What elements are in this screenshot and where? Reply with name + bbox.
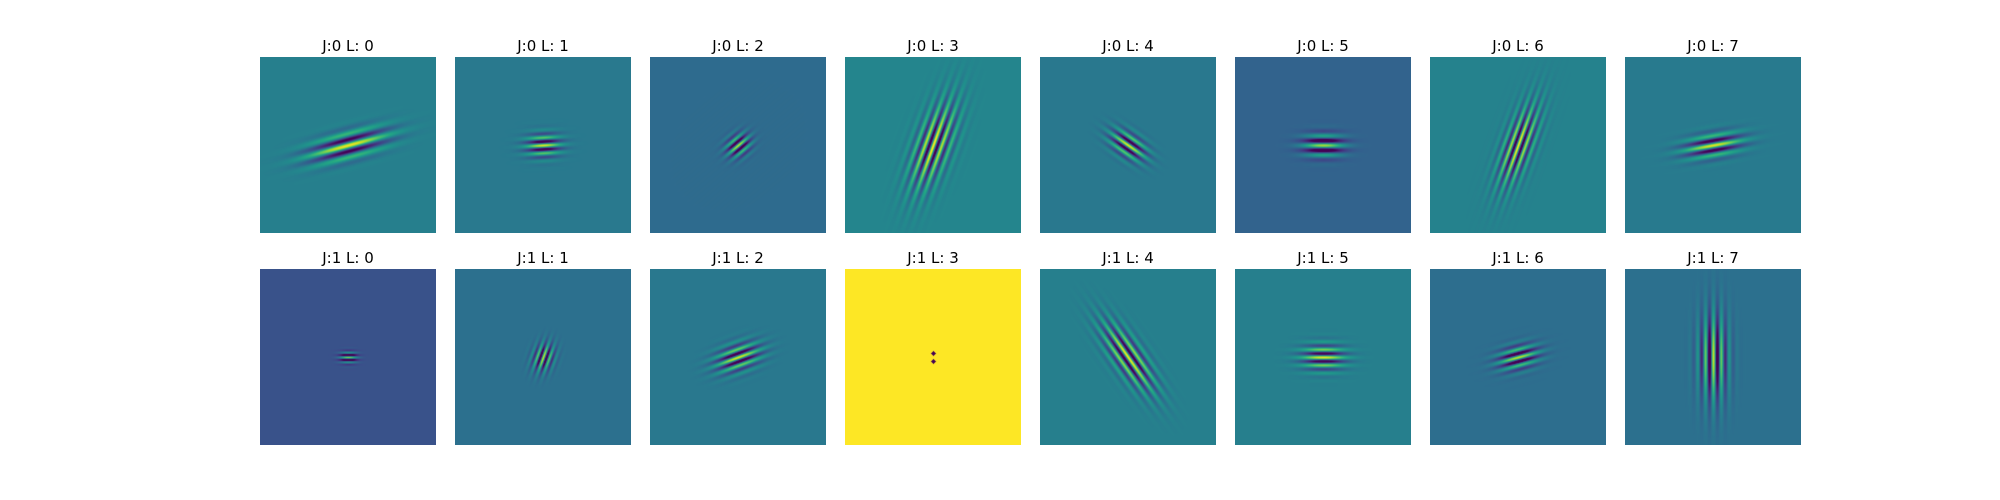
panel-title: J:1 L: 7 xyxy=(1687,249,1739,267)
filter-image xyxy=(1040,57,1216,233)
panel-title: J:1 L: 2 xyxy=(712,249,764,267)
panel-title: J:0 L: 7 xyxy=(1687,37,1739,55)
panel-title: J:0 L: 4 xyxy=(1102,37,1154,55)
filter-image xyxy=(650,269,826,445)
filter-image xyxy=(260,269,436,445)
filter-image xyxy=(1040,269,1216,445)
filter-image xyxy=(1235,269,1411,445)
panel-title: J:1 L: 1 xyxy=(517,249,569,267)
panel-title: J:1 L: 4 xyxy=(1102,249,1154,267)
filter-image xyxy=(1430,269,1606,445)
panel-title: J:1 L: 6 xyxy=(1492,249,1544,267)
panel-title: J:0 L: 1 xyxy=(517,37,569,55)
filter-image xyxy=(1625,57,1801,233)
filter-image xyxy=(1625,269,1801,445)
filter-image xyxy=(845,57,1021,233)
filter-image xyxy=(650,57,826,233)
panel-title: J:0 L: 6 xyxy=(1492,37,1544,55)
panel-title: J:1 L: 5 xyxy=(1297,249,1349,267)
filter-image xyxy=(1235,57,1411,233)
filter-image xyxy=(845,269,1021,445)
panel-title: J:0 L: 5 xyxy=(1297,37,1349,55)
panel-title: J:0 L: 0 xyxy=(322,37,374,55)
filter-image xyxy=(455,57,631,233)
filter-image xyxy=(260,57,436,233)
panel-title: J:1 L: 0 xyxy=(322,249,374,267)
panel-title: J:0 L: 2 xyxy=(712,37,764,55)
filter-image xyxy=(1430,57,1606,233)
panel-title: J:0 L: 3 xyxy=(907,37,959,55)
filter-image xyxy=(455,269,631,445)
panel-title: J:1 L: 3 xyxy=(907,249,959,267)
